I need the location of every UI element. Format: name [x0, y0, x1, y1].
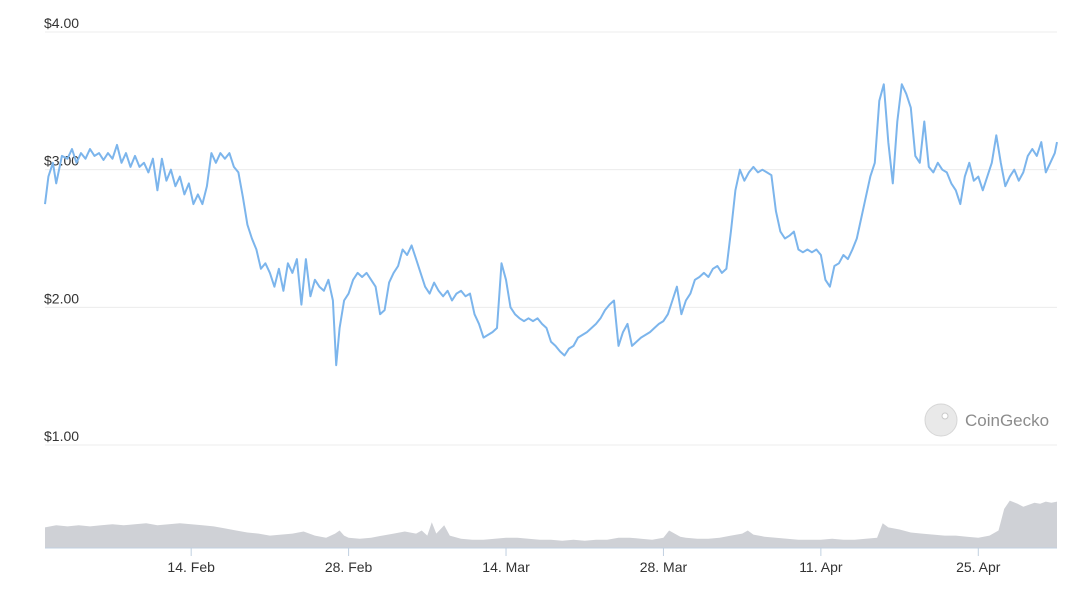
price-series — [44, 83, 1058, 367]
y-tick-label: $1.00 — [44, 428, 79, 444]
y-tick-label: $2.00 — [44, 290, 79, 306]
x-axis-ticks: 14. Feb 28. Feb 14. Mar 28. Mar 11. Apr 25. A… — [167, 548, 1001, 575]
y-tick-label: $4.00 — [44, 15, 79, 31]
price-line — [44, 83, 1058, 367]
x-tick-label: 11. Apr — [799, 559, 843, 575]
volume-series — [45, 500, 1057, 548]
x-tick-label: 28. Feb — [325, 559, 373, 575]
gecko-icon — [924, 403, 958, 437]
x-tick-label: 25. Apr — [956, 559, 1001, 575]
brand-watermark: CoinGecko — [924, 403, 1049, 437]
volume-area — [45, 500, 1057, 548]
y-axis-ticks: $1.00$2.00$3.00$4.00 — [44, 15, 79, 444]
x-tick-label: 14. Feb — [167, 559, 215, 575]
y-gridlines — [45, 31, 1057, 446]
gecko-icon-eye — [941, 412, 949, 420]
x-tick-label: 28. Mar — [640, 559, 688, 575]
brand-name: CoinGecko — [965, 411, 1049, 430]
x-tick-label: 14. Mar — [482, 559, 530, 575]
